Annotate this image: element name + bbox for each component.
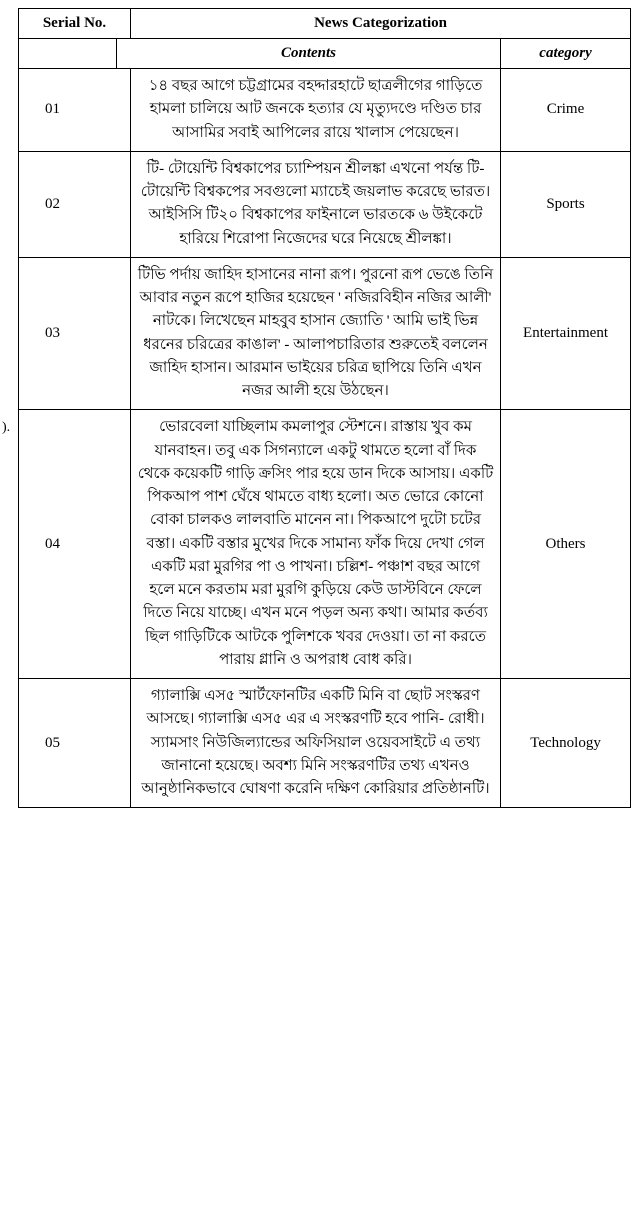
cell-category: Sports [501,151,631,257]
cell-serial: 03 [19,257,131,410]
cell-serial: 01 [19,69,131,152]
side-mark: ). [2,420,10,436]
news-categorization-table: Serial No. News Categorization Contents … [18,8,631,808]
table-header-row-1: Serial No. News Categorization [19,9,631,39]
cell-content: টিভি পর্দায় জাহিদ হাসানের নানা রূপ। পুর… [131,257,501,410]
table-row: 03 টিভি পর্দায় জাহিদ হাসানের নানা রূপ। … [19,257,631,410]
cell-content: ভোরবেলা যাচ্ছিলাম কমলাপুর স্টেশনে। রাস্ত… [131,410,501,679]
header-serial: Serial No. [19,9,131,39]
cell-serial: 04 [19,410,131,679]
header-blank [19,39,117,69]
table-row: 01 ১৪ বছর আগে চট্টগ্রামের বহদ্দারহাটে ছা… [19,69,631,152]
cell-content: ১৪ বছর আগে চট্টগ্রামের বহদ্দারহাটে ছাত্র… [131,69,501,152]
cell-content: টি- টোয়েন্টি বিশ্বকাপের চ্যাম্পিয়ন শ্র… [131,151,501,257]
cell-serial: 02 [19,151,131,257]
cell-serial: 05 [19,679,131,808]
cell-category: Technology [501,679,631,808]
table-row: 04 ভোরবেলা যাচ্ছিলাম কমলাপুর স্টেশনে। রা… [19,410,631,679]
header-category: category [501,39,631,69]
table-row: 05 গ্যালাক্সি এস৫ স্মার্টফোনটির একটি মিন… [19,679,631,808]
cell-category: Others [501,410,631,679]
cell-category: Crime [501,69,631,152]
cell-content: গ্যালাক্সি এস৫ স্মার্টফোনটির একটি মিনি ব… [131,679,501,808]
header-contents: Contents [117,39,501,69]
table-header-row-2: Contents category [19,39,631,69]
table-row: 02 টি- টোয়েন্টি বিশ্বকাপের চ্যাম্পিয়ন … [19,151,631,257]
cell-category: Entertainment [501,257,631,410]
header-title: News Categorization [131,9,631,39]
